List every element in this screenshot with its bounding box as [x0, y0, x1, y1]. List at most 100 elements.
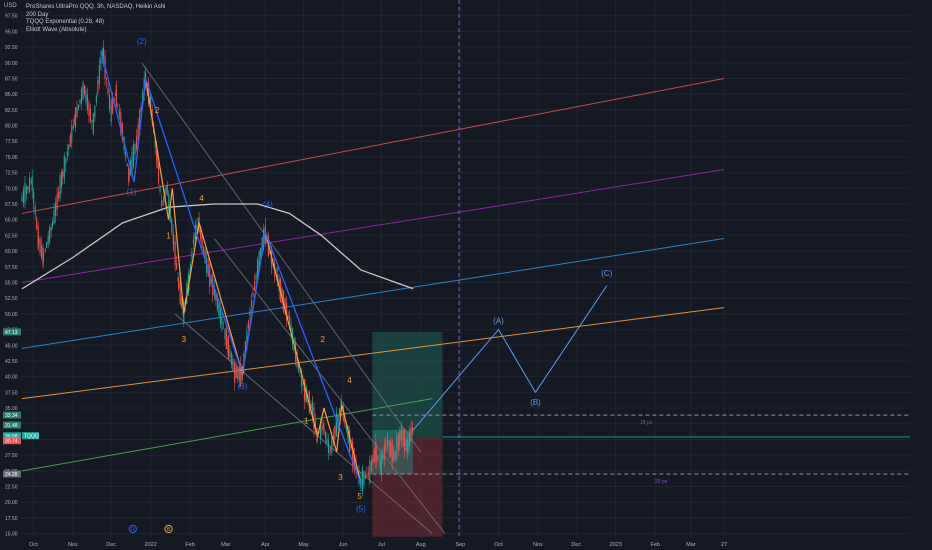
candle-body	[66, 151, 68, 157]
trendline[interactable]	[21, 238, 725, 349]
candle-body	[321, 425, 323, 431]
wave-label: (C)	[601, 269, 612, 278]
candle-body	[95, 95, 97, 103]
time-axis-tick: Dec	[106, 542, 116, 548]
price-tag[interactable]	[3, 432, 21, 440]
candle-body	[399, 431, 401, 445]
candle-body	[345, 423, 347, 431]
candle-body	[91, 120, 93, 123]
candle-body	[113, 98, 115, 102]
candle-body	[373, 450, 375, 463]
price-axis-tick: 97.50	[5, 14, 18, 20]
trendline[interactable]	[174, 313, 433, 534]
price-axis[interactable]: 97.50 95.00 92.50 90.00 87.50 85.00 82.50 80.00…	[0, 0, 39, 538]
candle-body	[166, 185, 168, 196]
symbol-tag-label: TQQQ	[24, 434, 39, 440]
event-marker-label: D	[131, 527, 135, 533]
price-tag[interactable]	[3, 437, 21, 445]
position-zones[interactable]: 18 px 20 px	[372, 331, 910, 537]
price-axis-tick: 37.50	[5, 390, 18, 396]
legend-indicator[interactable]: TQQQ Exponential (0.28, 48)	[26, 19, 105, 25]
candle-body	[115, 93, 117, 96]
event-marker-icon[interactable]	[164, 524, 173, 534]
trendline[interactable]	[213, 238, 446, 534]
elliott-waves[interactable]	[100, 50, 608, 484]
candle-body	[82, 81, 84, 101]
candle-body	[43, 255, 45, 257]
time-axis-tick: Jul	[378, 542, 385, 548]
candle-body	[71, 125, 73, 143]
candle-body	[36, 218, 38, 230]
price-axis-tick: 45.00	[5, 343, 18, 349]
candle-body	[50, 227, 52, 232]
candle-body	[225, 330, 228, 350]
candle-body	[88, 102, 90, 116]
candle-body	[55, 202, 57, 216]
candle-body	[394, 451, 396, 456]
candle-body	[352, 441, 354, 465]
trendline[interactable]	[21, 77, 725, 214]
event-marker-icon[interactable]	[128, 524, 137, 534]
candle-body	[246, 330, 248, 343]
candle-body	[410, 428, 412, 442]
candle-body	[407, 438, 409, 449]
legend-title[interactable]: ProShares UltraPro QQQ, 3h, NASDAQ, Heik…	[26, 4, 166, 10]
candle-body	[218, 302, 220, 316]
price-tag[interactable]	[3, 470, 21, 478]
candle-body	[378, 460, 380, 462]
trendline[interactable]	[21, 169, 725, 283]
candle-body	[156, 149, 158, 169]
candle-body	[100, 58, 102, 64]
price-axis-tick: 67.50	[5, 202, 18, 208]
candle-body	[174, 241, 176, 266]
elliott-wave-major[interactable]	[100, 50, 362, 484]
time-axis-tick: Mar	[221, 542, 231, 548]
price-axis-tick: 62.50	[5, 233, 18, 239]
candle-body	[56, 194, 58, 210]
candle-body	[42, 247, 44, 267]
trendlines[interactable]	[21, 62, 725, 534]
candle-body	[21, 196, 23, 202]
candle-body	[235, 367, 237, 379]
candle-body	[181, 297, 183, 309]
candle-body	[62, 171, 64, 177]
candle-body	[150, 96, 152, 108]
legend-indicator[interactable]: 200 Day	[26, 11, 49, 18]
candle-body	[212, 275, 214, 296]
candle-body	[238, 367, 240, 382]
trendline[interactable]	[21, 398, 433, 472]
candle-body	[254, 282, 256, 291]
trendline[interactable]	[141, 62, 422, 453]
candle-body	[112, 97, 114, 114]
candle-body	[166, 188, 168, 190]
candle-body	[334, 425, 336, 440]
candle-body	[140, 106, 142, 112]
time-axis[interactable]: Oct Nov Dec 2022 Feb Mar Apr May Jun Jul Aug Sep Oct…	[0, 524, 932, 550]
trendline[interactable]	[21, 307, 725, 400]
candle-body	[255, 275, 257, 281]
price-tag[interactable]	[3, 411, 21, 419]
candle-body	[247, 321, 249, 329]
candle-body	[377, 456, 379, 459]
candle-body	[331, 435, 333, 453]
profit-target-zone[interactable]	[372, 331, 443, 438]
price-tag[interactable]	[3, 421, 21, 429]
candle-body	[320, 420, 322, 440]
price-axis-tick: 87.50	[5, 76, 18, 82]
candle-body	[139, 110, 141, 131]
candle-body	[157, 163, 160, 184]
candle-body	[41, 244, 43, 259]
candle-body	[329, 449, 331, 451]
price-axis-background	[0, 0, 21, 538]
candle-body	[404, 430, 406, 452]
price-axis-tick: 22.50	[5, 485, 18, 491]
price-tag[interactable]	[3, 328, 21, 336]
legend-indicator[interactable]: Elliott Wave (Absolute)	[26, 26, 87, 33]
candle-body	[173, 235, 175, 246]
elliott-wave-projection[interactable]	[412, 285, 608, 431]
candle-body	[229, 349, 231, 357]
price-axis-tick: 82.50	[5, 108, 18, 114]
moving-average	[21, 203, 414, 290]
price-axis-tick: 15.00	[5, 532, 18, 538]
